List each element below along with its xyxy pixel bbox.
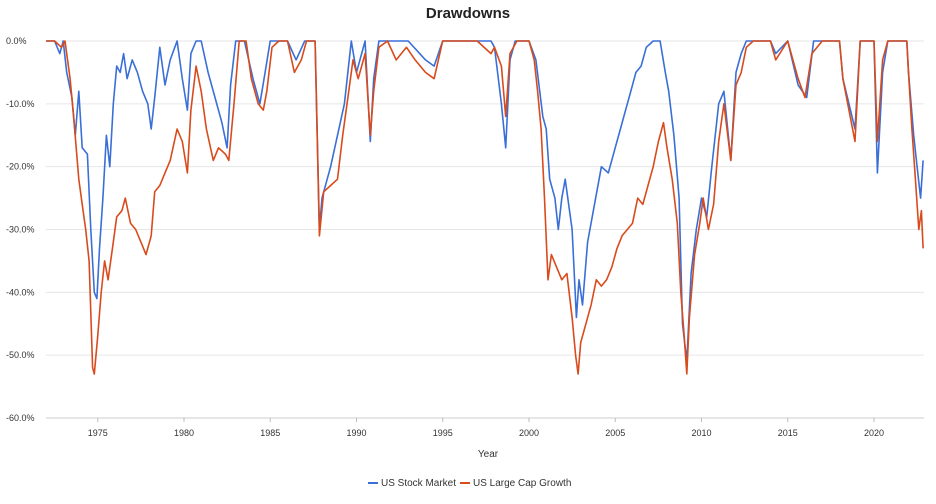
- series-line-us-large-cap-growth: [46, 40, 924, 375]
- x-axis: 1975 1980 1985 1990 1995 2000 2005 2010 2015 2020: [88, 418, 884, 438]
- y-axis: 0.0% -10.0% -20.0% -30.0% -40.0% -50.0% -60.0%: [6, 36, 35, 423]
- y-tick-label: -40.0%: [6, 287, 35, 297]
- x-tick-label: 1985: [260, 428, 280, 438]
- x-tick-label: 1975: [88, 428, 108, 438]
- x-tick-label: 2000: [519, 428, 539, 438]
- chart-title: Drawdowns: [425, 5, 511, 22]
- y-tick-label: -50.0%: [6, 350, 35, 360]
- y-tick-label: -60.0%: [6, 413, 35, 423]
- x-tick-label: 2015: [778, 428, 798, 438]
- series-line-us-stock-market: [46, 40, 924, 363]
- y-tick-label: 0.0%: [6, 36, 27, 46]
- x-tick-label: 2010: [691, 428, 711, 438]
- x-tick-label: 1995: [433, 428, 453, 438]
- x-tick-label: 1980: [174, 428, 194, 438]
- x-tick-label: 2020: [864, 428, 884, 438]
- series-layer: [46, 40, 924, 375]
- x-tick-label: 2005: [605, 428, 625, 438]
- y-tick-label: -30.0%: [6, 225, 35, 235]
- legend[interactable]: US Stock Market US Large Cap Growth: [368, 478, 571, 489]
- legend-label[interactable]: US Large Cap Growth: [473, 478, 571, 489]
- legend-label[interactable]: US Stock Market: [381, 478, 456, 489]
- x-axis-title: Year: [478, 449, 499, 460]
- y-tick-label: -20.0%: [6, 162, 35, 172]
- y-tick-label: -10.0%: [6, 99, 35, 109]
- x-tick-label: 1990: [346, 428, 366, 438]
- grid-layer: [46, 40, 924, 419]
